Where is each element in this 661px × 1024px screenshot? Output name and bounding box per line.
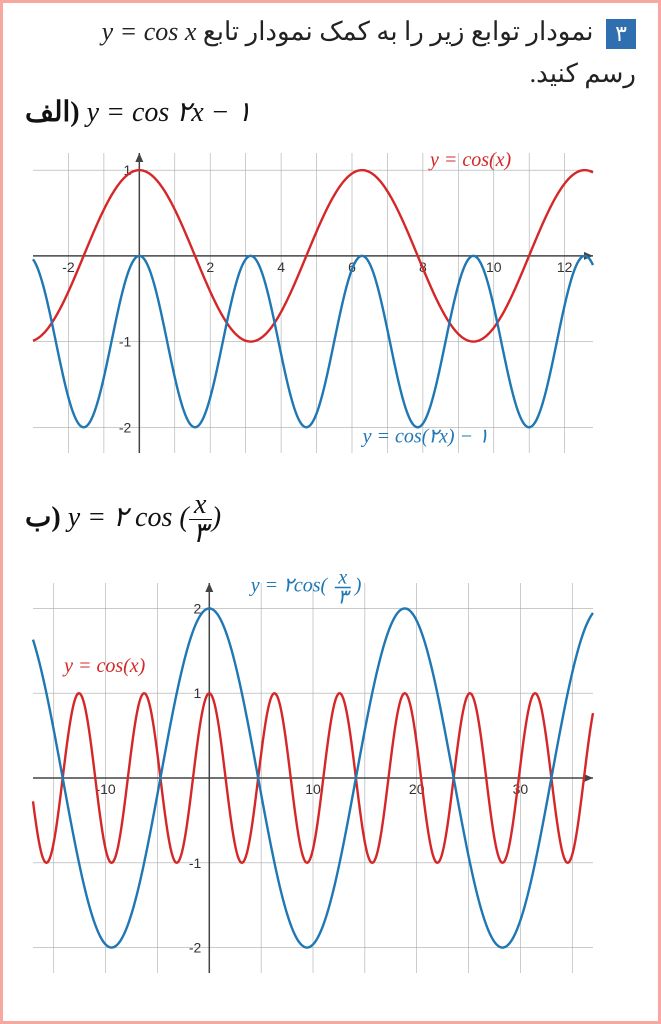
svg-text:4: 4 (277, 259, 285, 275)
part-b-prefix: ب) (25, 502, 61, 533)
svg-text:10: 10 (486, 259, 502, 275)
legend-cos(2x)-1: y = cos(۲x) − ۱ (361, 426, 489, 448)
svg-text:-1: -1 (189, 855, 202, 871)
svg-text:-2: -2 (62, 259, 75, 275)
page: ۳ نمودار توابع زیر را به کمک نمودار تابع… (0, 0, 661, 1024)
svg-text:): ) (354, 574, 362, 596)
svg-text:30: 30 (513, 781, 529, 797)
svg-text:2: 2 (206, 259, 214, 275)
svg-text:-2: -2 (119, 419, 132, 435)
svg-text:۳: ۳ (337, 586, 351, 608)
header-formula: y = cos x (102, 17, 197, 46)
svg-text:y = ۲cos(: y = ۲cos( (249, 574, 329, 596)
question-badge: ۳ (606, 19, 636, 49)
svg-text:-1: -1 (119, 334, 132, 350)
part-a-label: الف) y = cos ۲x − ۱ (25, 95, 252, 129)
chart-b: -10102030-2-112y = cos(x)y = ۲cos(x۳) (33, 583, 593, 973)
part-b-formula: y = ۲ cos (x۳) (68, 502, 221, 533)
part-a-formula: y = cos ۲x − ۱ (87, 97, 252, 128)
header-line2: رسم کنید. (530, 59, 636, 89)
part-b-label: ب) y = ۲ cos (x۳) (25, 491, 221, 548)
svg-text:1: 1 (193, 685, 201, 701)
part-a-prefix: الف) (25, 97, 80, 128)
svg-text:-2: -2 (189, 940, 202, 956)
svg-text:12: 12 (557, 259, 573, 275)
chart-a: -224681012-2-11y = cos(x)y = cos(۲x) − ۱ (33, 153, 593, 453)
header-line1: نمودار توابع زیر را به کمک نمودار تابع (203, 17, 594, 46)
legend-cos(x): y = cos(x) (62, 655, 146, 677)
legend-2cos(x/3): y = ۲cos( x۳) (249, 566, 362, 608)
svg-text:10: 10 (305, 781, 321, 797)
question-header: ۳ نمودار توابع زیر را به کمک نمودار تابع… (3, 17, 658, 49)
svg-text:x: x (337, 566, 347, 588)
chart-b-svg: -10102030-2-112y = cos(x)y = ۲cos(x۳) (33, 583, 593, 973)
chart-a-svg: -224681012-2-11y = cos(x)y = cos(۲x) − ۱ (33, 153, 593, 453)
legend-cos(x): y = cos(x) (428, 149, 512, 171)
svg-text:-10: -10 (95, 781, 115, 797)
